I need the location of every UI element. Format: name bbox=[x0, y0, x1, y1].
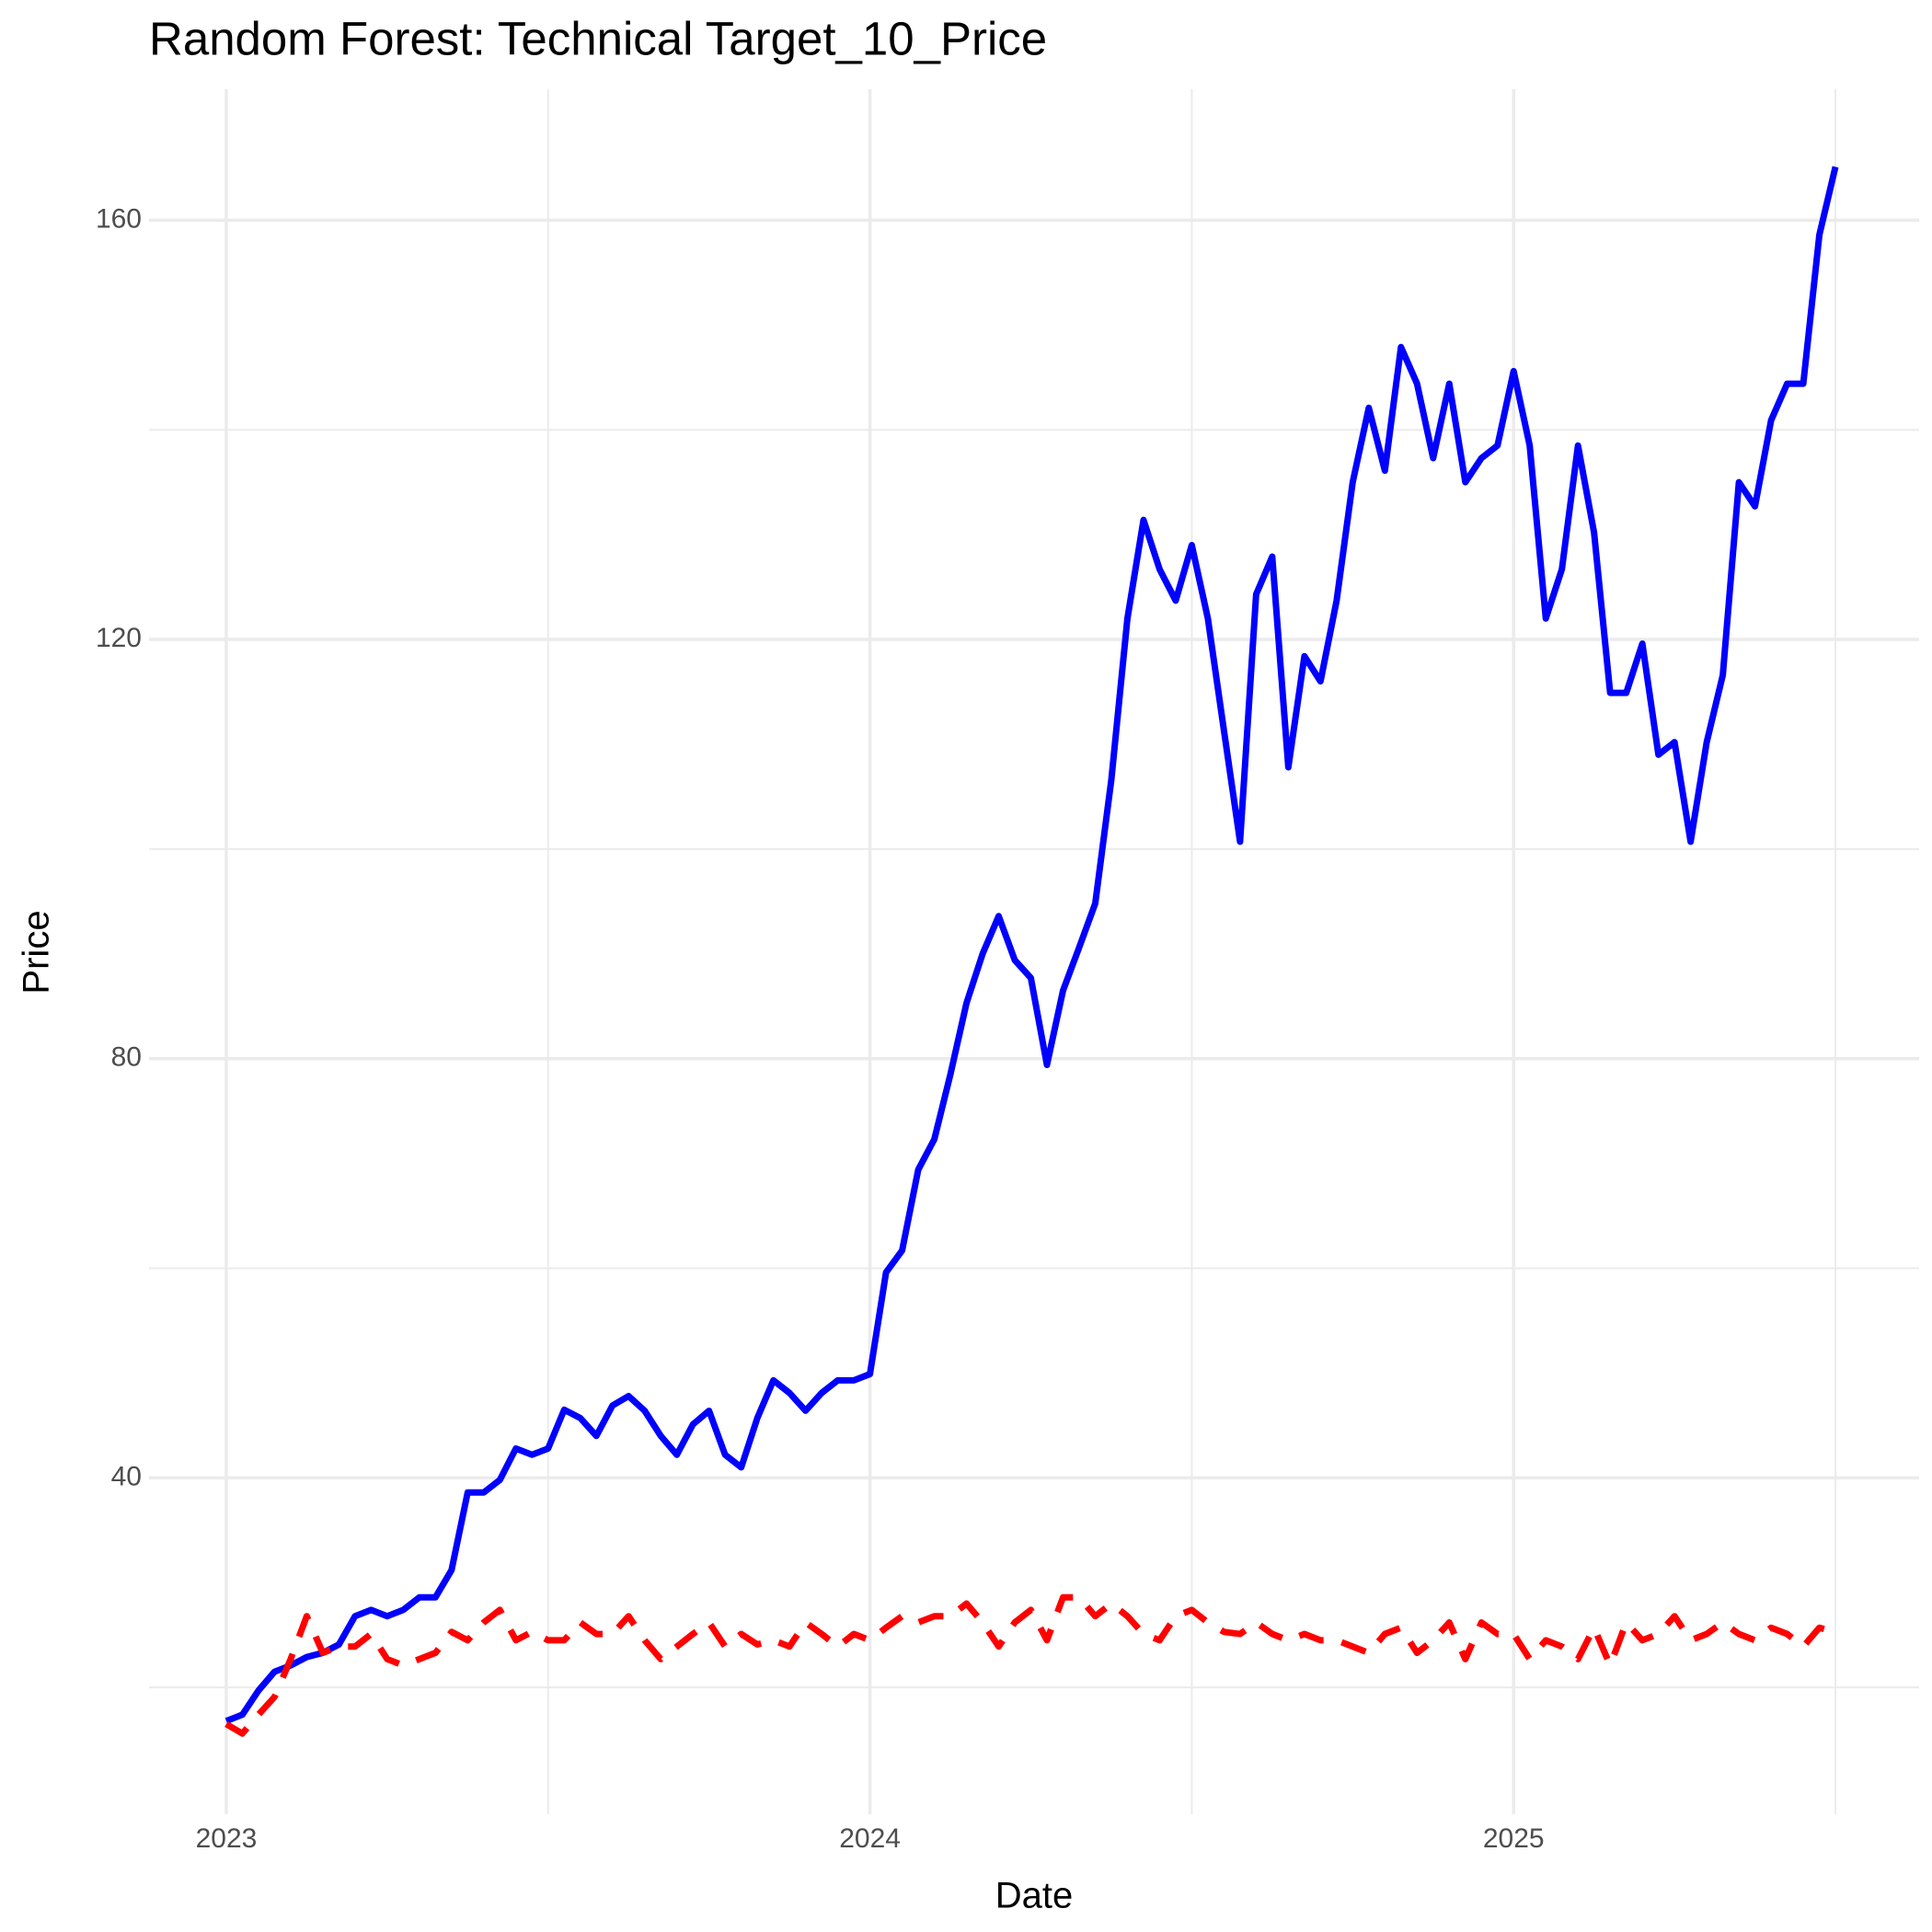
series-line bbox=[224, 1593, 1836, 1737]
y-tick-label: 40 bbox=[111, 1461, 142, 1491]
series-line bbox=[224, 166, 1839, 1724]
x-tick-label: 2024 bbox=[839, 1823, 901, 1854]
y-tick-label: 160 bbox=[96, 203, 142, 234]
y-axis-title: Price bbox=[17, 910, 57, 994]
x-axis-title: Date bbox=[995, 1876, 1074, 1916]
x-tick-label: 2023 bbox=[196, 1823, 258, 1854]
chart-title: Random Forest: Technical Target_10_Price bbox=[149, 12, 1047, 64]
y-tick-label: 120 bbox=[96, 623, 142, 653]
x-tick-label: 2025 bbox=[1483, 1823, 1545, 1854]
y-tick-label: 80 bbox=[111, 1042, 142, 1073]
